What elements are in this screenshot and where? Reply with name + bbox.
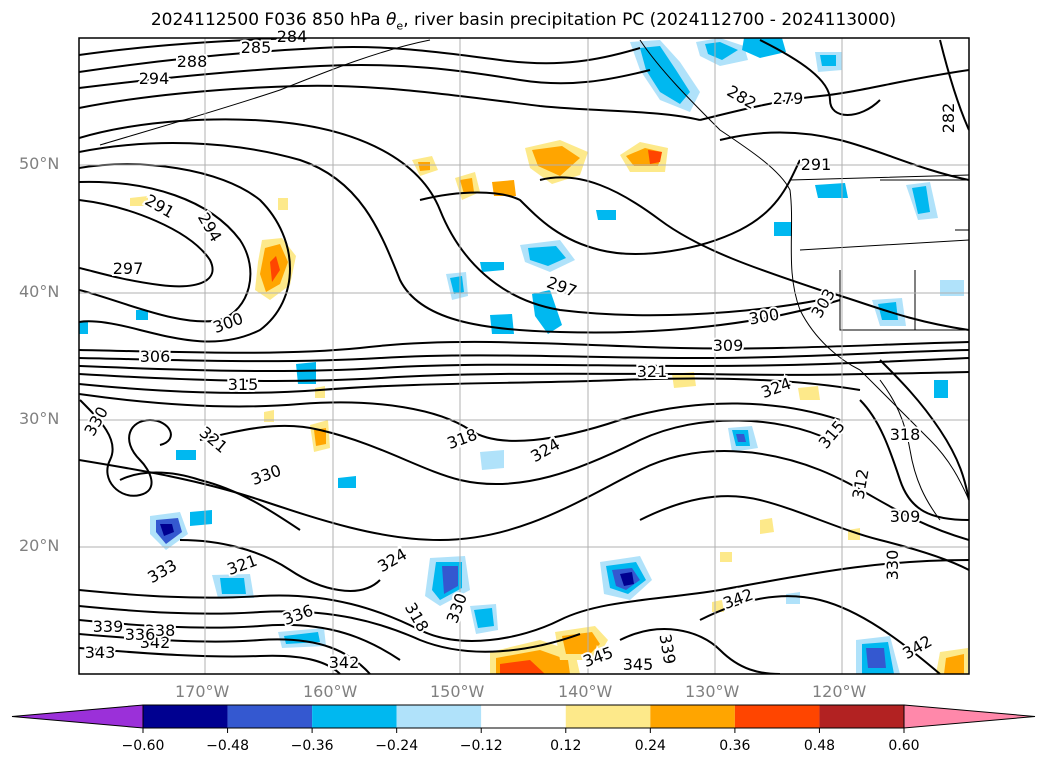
contour-label: 330 xyxy=(883,550,902,581)
contour-label: 285 xyxy=(241,38,272,57)
contour-label-halo: 279 xyxy=(773,89,804,108)
contour-label: 306 xyxy=(140,347,171,366)
contour-label: 279 xyxy=(773,89,804,108)
contour-label-halo: 339 xyxy=(93,617,124,636)
contour-label-halo: 336 xyxy=(125,625,156,644)
colorbar xyxy=(11,704,1036,733)
lon-label: 130°W xyxy=(685,682,740,701)
contour-label: 343 xyxy=(85,643,116,662)
contour-label: 282 xyxy=(939,103,958,134)
contour-label-halo: 342 xyxy=(140,633,171,652)
contour-label-halo: 306 xyxy=(140,347,171,366)
graticule xyxy=(79,38,969,674)
colorbar-segment xyxy=(143,705,228,728)
contour-label-halo: 318 xyxy=(890,425,921,444)
contour-label: 321 xyxy=(637,362,668,381)
colorbar-segment xyxy=(227,705,313,728)
contour-label-halo: 342 xyxy=(329,653,360,672)
colorbar-tick-label: 0.24 xyxy=(634,738,666,754)
contour-label: 338 xyxy=(145,621,176,640)
lon-label: 150°W xyxy=(430,682,485,701)
lat-label: 50°N xyxy=(19,154,60,173)
colorbar-tick-label: −0.24 xyxy=(375,738,419,754)
negative-precip-patches xyxy=(79,38,964,674)
colorbar-tick-label: −0.60 xyxy=(121,738,165,754)
contour-label-halo: 343 xyxy=(85,643,116,662)
contour-label: 342 xyxy=(329,653,360,672)
coastlines xyxy=(99,39,969,521)
colorbar-tick-label: −0.36 xyxy=(290,738,334,754)
colorbar-tick-label: −0.12 xyxy=(459,738,503,754)
contour-label: 288 xyxy=(177,52,208,71)
lat-label: 40°N xyxy=(19,282,60,301)
colorbar-segment xyxy=(396,705,482,728)
contour-label: 339 xyxy=(93,617,124,636)
contour-label: 294 xyxy=(139,69,170,88)
contour-label: 297 xyxy=(113,259,144,278)
colorbar-tick-label: 0.36 xyxy=(719,738,751,754)
colorbar-tick-label: −0.48 xyxy=(206,738,249,754)
colorbar-segment xyxy=(481,705,566,728)
colorbar-extend-max xyxy=(903,704,1036,729)
colorbar-tick-label: 0.60 xyxy=(888,738,920,754)
contour-label-halo: 330 xyxy=(883,550,902,581)
contour-label-halo: 315 xyxy=(228,375,259,394)
lat-label: 30°N xyxy=(19,409,60,428)
contour-label: 318 xyxy=(890,425,921,444)
contour-label-halo: 291 xyxy=(801,155,832,174)
contour-label: 309 xyxy=(890,507,921,526)
colorbar-segment xyxy=(312,705,397,728)
contour-label: 336 xyxy=(125,625,156,644)
contour-label-halo: 309 xyxy=(713,336,744,355)
colorbar-extend-min xyxy=(11,704,144,729)
colorbar-segment xyxy=(819,705,904,728)
contour-label: 345 xyxy=(623,655,654,674)
contour-label: 342 xyxy=(140,633,171,652)
contour-label: 315 xyxy=(228,375,259,394)
colorbar-segment xyxy=(734,705,820,728)
lon-label: 140°W xyxy=(558,682,613,701)
colorbar-segment xyxy=(565,705,651,728)
contour-label: 284 xyxy=(277,27,308,46)
contour-label-halo: 284 xyxy=(277,27,308,46)
contour-label-halo: 345 xyxy=(623,655,654,674)
contour-label-halo: 297 xyxy=(113,259,144,278)
contour-label-halo: 282 xyxy=(939,103,958,134)
colorbar-segment xyxy=(650,705,735,728)
contour-label-halo: 285 xyxy=(241,38,272,57)
lon-label: 120°W xyxy=(812,682,867,701)
lon-label: 160°W xyxy=(303,682,358,701)
contour-label-halo: 294 xyxy=(139,69,170,88)
contour-label: 309 xyxy=(713,336,744,355)
contour-label-halo: 309 xyxy=(890,507,921,526)
map-frame xyxy=(78,37,970,675)
colorbar-tick-label: 0.48 xyxy=(803,738,836,754)
colorbar-frame xyxy=(142,704,905,729)
lon-label: 170°W xyxy=(175,682,230,701)
contour-label: 291 xyxy=(801,155,832,174)
plot-title: 2024112500 F036 850 hPa θe, river basin … xyxy=(150,10,897,33)
contour-label-halo: 338 xyxy=(145,621,176,640)
theta-e-contours xyxy=(79,38,969,674)
colorbar-tick-label: 0.12 xyxy=(550,738,582,754)
contour-label-halo: 288 xyxy=(177,52,208,71)
lat-label: 20°N xyxy=(19,536,60,555)
contour-label-halo: 321 xyxy=(637,362,668,381)
